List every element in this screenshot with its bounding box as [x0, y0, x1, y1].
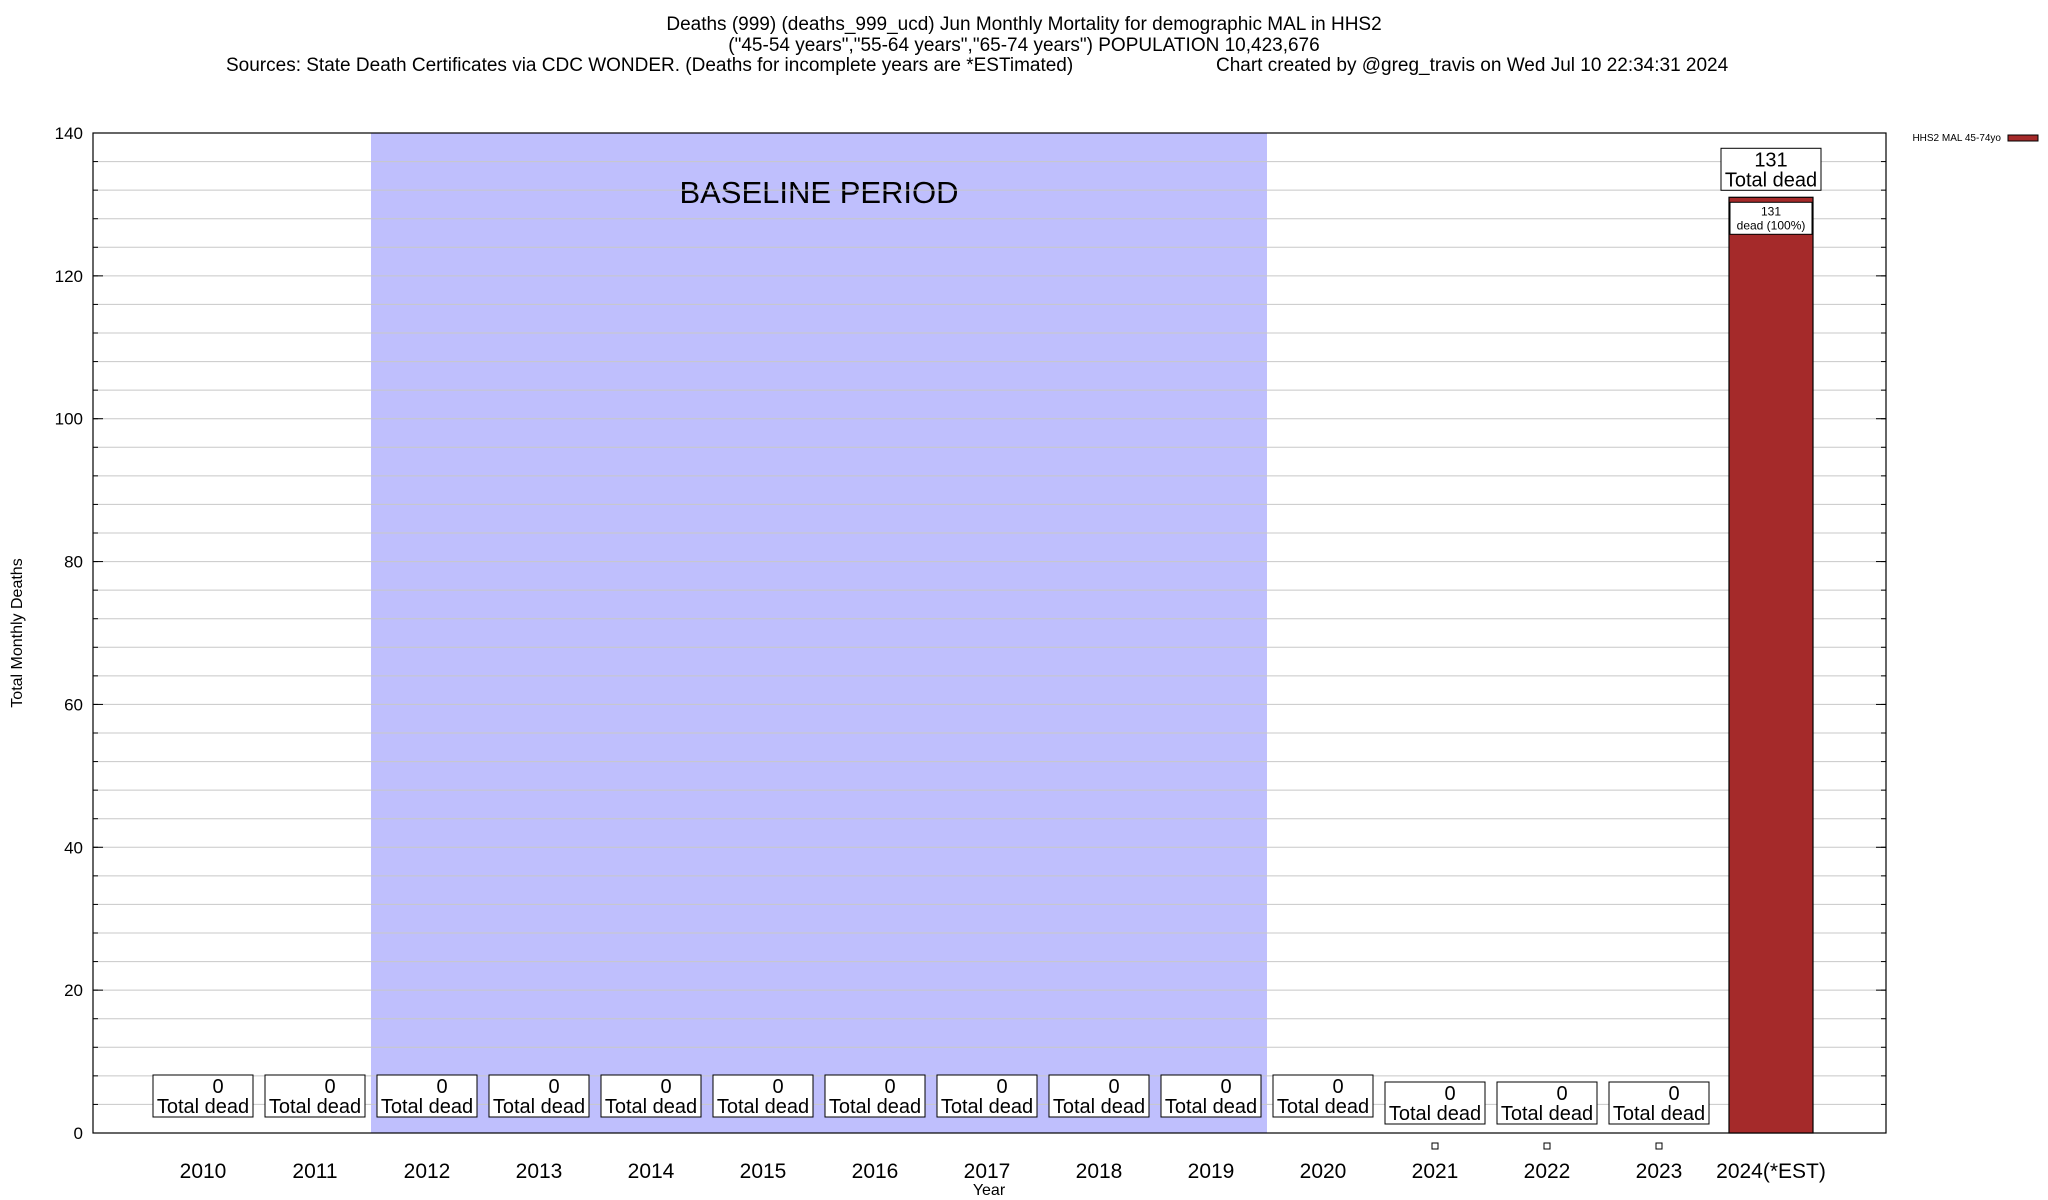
total-dead-value: 131: [1754, 149, 1787, 171]
y-tick-label: 100: [55, 410, 83, 429]
x-tick-label: 2021: [1412, 1160, 1459, 1183]
total-dead-suffix: Total dead: [493, 1096, 585, 1118]
total-dead-suffix: Total dead: [1165, 1096, 1257, 1118]
total-dead-box: [264, 1074, 366, 1118]
total-dead-value: 0: [212, 1076, 223, 1098]
total-dead-suffix: Total dead: [1277, 1096, 1369, 1118]
total-dead-box: [488, 1074, 590, 1118]
total-dead-value: 0: [884, 1076, 895, 1098]
x-tick-label: 2020: [1300, 1160, 1347, 1183]
y-tick-label: 40: [64, 838, 83, 857]
zero-bar-marker: [1431, 1142, 1439, 1150]
bar-inner-label-box: [1729, 201, 1813, 235]
x-tick-label: 2015: [740, 1160, 787, 1183]
bar-inner-label-value: 131: [1761, 204, 1781, 218]
total-dead-value: 0: [996, 1076, 1007, 1098]
chart-title: Deaths (999) (deaths_999_ucd) Jun Monthl…: [666, 14, 1382, 35]
total-dead-value: 0: [772, 1076, 783, 1098]
legend-swatch: [2007, 134, 2039, 142]
total-dead-suffix: Total dead: [1501, 1103, 1593, 1125]
total-dead-suffix: Total dead: [829, 1096, 921, 1118]
total-dead-suffix: Total dead: [717, 1096, 809, 1118]
total-dead-box: [600, 1074, 702, 1118]
y-tick-label: 20: [64, 981, 83, 1000]
total-dead-value: 0: [1108, 1076, 1119, 1098]
y-tick-label: 0: [74, 1124, 83, 1143]
x-tick-label: 2011: [292, 1160, 337, 1183]
x-tick-label: 2016: [852, 1160, 899, 1183]
x-tick-label: 2010: [180, 1160, 227, 1183]
total-dead-box: [152, 1074, 254, 1118]
total-dead-value: 0: [1332, 1076, 1343, 1098]
y-tick-label: 60: [64, 695, 83, 714]
total-dead-suffix: Total dead: [1725, 169, 1817, 191]
x-tick-label: 2019: [1188, 1160, 1235, 1183]
total-dead-suffix: Total dead: [381, 1096, 473, 1118]
total-dead-value: 0: [548, 1076, 559, 1098]
total-dead-box: [376, 1074, 478, 1118]
total-dead-value: 0: [1220, 1076, 1231, 1098]
total-dead-suffix: Total dead: [605, 1096, 697, 1118]
total-dead-box: [1272, 1074, 1374, 1118]
chart-subtitle: ("45-54 years","55-64 years","65-74 year…: [728, 35, 1320, 56]
y-axis-label: Total Monthly Deaths: [9, 558, 26, 707]
x-tick-label: 2013: [516, 1160, 563, 1183]
total-dead-value: 0: [1668, 1083, 1679, 1105]
total-dead-box: [712, 1074, 814, 1118]
x-tick-label: 2017: [964, 1160, 1011, 1183]
total-dead-suffix: Total dead: [941, 1096, 1033, 1118]
baseline-period-shade: [371, 133, 1267, 1133]
total-dead-box: [1048, 1074, 1150, 1118]
x-tick-label: 2024(*EST): [1716, 1160, 1826, 1183]
total-dead-box: [1384, 1081, 1486, 1125]
x-tick-label: 2018: [1076, 1160, 1123, 1183]
total-dead-value: 0: [660, 1076, 671, 1098]
zero-bar-marker: [1655, 1142, 1663, 1150]
y-tick-label: 80: [64, 553, 83, 572]
total-dead-value: 0: [324, 1076, 335, 1098]
total-dead-box: [1496, 1081, 1598, 1125]
plot-frame: [92, 132, 1887, 1134]
total-dead-value: 0: [436, 1076, 447, 1098]
total-dead-box: [936, 1074, 1038, 1118]
baseline-period-label: BASELINE PERIOD: [679, 175, 958, 210]
x-tick-label: 2022: [1524, 1160, 1571, 1183]
y-tick-label: 140: [55, 124, 83, 143]
total-dead-suffix: Total dead: [1053, 1096, 1145, 1118]
total-dead-box: [824, 1074, 926, 1118]
x-tick-label: 2023: [1636, 1160, 1683, 1183]
total-dead-suffix: Total dead: [269, 1096, 361, 1118]
total-dead-value: 0: [1556, 1083, 1567, 1105]
total-dead-box: [1720, 147, 1822, 191]
bar-inner-label-pct: dead (100%): [1737, 218, 1806, 232]
chart-credit: Chart created by @greg_travis on Wed Jul…: [1216, 55, 1729, 76]
total-dead-suffix: Total dead: [1613, 1103, 1705, 1125]
x-axis-label: Year: [973, 1182, 1006, 1199]
total-dead-suffix: Total dead: [1389, 1103, 1481, 1125]
total-dead-suffix: Total dead: [157, 1096, 249, 1118]
x-tick-label: 2014: [628, 1160, 675, 1183]
bar: [1728, 196, 1814, 1134]
x-tick-label: 2012: [404, 1160, 451, 1183]
legend-label: HHS2 MAL 45-74yo: [1912, 133, 2001, 144]
chart-sources: Sources: State Death Certificates via CD…: [226, 55, 1074, 76]
zero-bar-marker: [1543, 1142, 1551, 1150]
total-dead-box: [1160, 1074, 1262, 1118]
y-tick-label: 120: [55, 267, 83, 286]
total-dead-value: 0: [1444, 1083, 1455, 1105]
total-dead-box: [1608, 1081, 1710, 1125]
